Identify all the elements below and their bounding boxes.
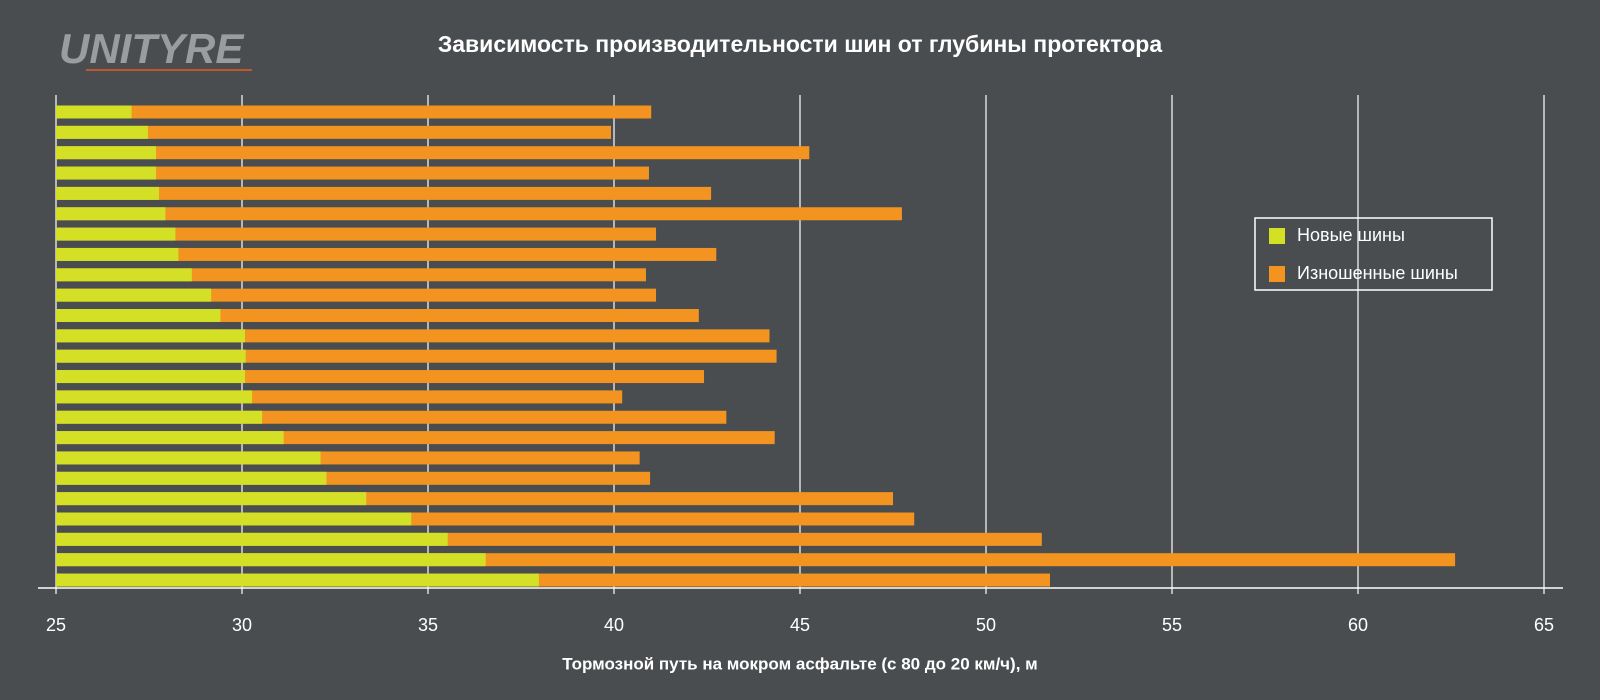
bar <box>56 553 486 567</box>
bar <box>56 268 646 282</box>
logo: UNITYRE <box>59 25 245 72</box>
bar <box>56 329 245 343</box>
bar <box>56 451 321 465</box>
bar <box>56 268 192 282</box>
bar <box>56 370 245 384</box>
x-tick-label: 45 <box>790 615 810 635</box>
x-tick-label: 55 <box>1162 615 1182 635</box>
bar <box>56 492 367 506</box>
x-axis-label: Тормозной путь на мокром асфальте (с 80 … <box>562 654 1037 673</box>
chart-title: Зависимость производительности шин от гл… <box>438 31 1163 57</box>
bar <box>56 512 412 526</box>
legend-box <box>1254 217 1493 291</box>
bar <box>56 146 157 160</box>
x-tick-label: 50 <box>976 615 996 635</box>
x-tick-label: 25 <box>46 615 66 635</box>
x-tick-label: 40 <box>604 615 624 635</box>
bar <box>56 227 657 241</box>
bar <box>56 349 246 363</box>
bar <box>56 125 612 139</box>
bar <box>56 471 327 485</box>
bar <box>56 227 176 241</box>
legend-swatch <box>1269 228 1285 244</box>
bar <box>56 247 717 261</box>
bar <box>56 186 712 200</box>
bar <box>56 247 179 261</box>
x-tick-label: 65 <box>1534 615 1554 635</box>
bar <box>56 207 166 221</box>
x-tick-label: 60 <box>1348 615 1368 635</box>
bar <box>56 166 157 180</box>
bar <box>56 532 448 546</box>
bar <box>56 186 160 200</box>
bar <box>56 207 902 221</box>
bar <box>56 390 253 404</box>
legend-swatch <box>1269 266 1285 282</box>
bar <box>56 105 652 119</box>
bar <box>56 573 539 587</box>
bar <box>56 166 649 180</box>
legend-label: Изношенные шины <box>1297 263 1458 283</box>
bar <box>56 105 132 119</box>
bar <box>56 288 212 302</box>
bar <box>56 125 148 139</box>
legend-label: Новые шины <box>1297 225 1405 245</box>
bar <box>56 146 810 160</box>
x-tick-label: 35 <box>418 615 438 635</box>
x-tick-label: 30 <box>232 615 252 635</box>
bar <box>56 431 284 445</box>
bar <box>56 309 221 322</box>
bar <box>56 410 263 424</box>
